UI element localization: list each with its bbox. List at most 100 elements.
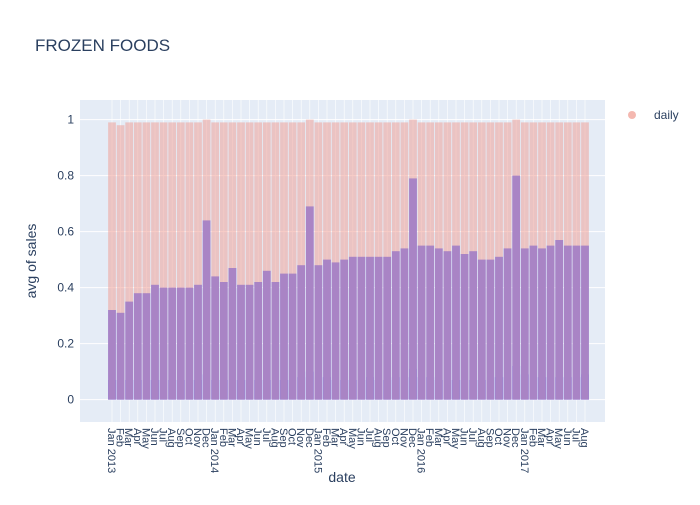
x-tick-label: Jul	[157, 428, 169, 442]
bar	[503, 122, 512, 400]
y-tick-label: 0.6	[57, 225, 74, 239]
bar	[288, 122, 297, 400]
x-tick-label: Sep	[380, 428, 392, 448]
x-tick-label: Aug	[475, 428, 487, 448]
bar	[391, 122, 400, 400]
x-tick-label: Jul	[363, 428, 375, 442]
bar	[529, 122, 538, 400]
bar	[168, 122, 177, 400]
bar	[125, 122, 134, 400]
chart-title: FROZEN FOODS	[35, 36, 170, 55]
bar	[366, 122, 374, 400]
bar	[469, 122, 478, 400]
bar	[314, 122, 323, 400]
bar	[460, 122, 469, 400]
bar	[297, 122, 306, 400]
y-tick-label: 1	[67, 113, 74, 127]
x-tick-label: Oct	[389, 428, 401, 445]
y-axis-label: avg of sales	[23, 224, 39, 299]
marks	[108, 119, 589, 400]
x-tick-label: Jul	[569, 428, 581, 442]
x-tick-label: Aug	[578, 428, 590, 448]
x-tick-label: Jan 2015	[311, 428, 323, 473]
bar	[331, 122, 340, 400]
bar	[357, 122, 366, 400]
bar	[142, 122, 151, 400]
bar	[323, 122, 331, 400]
bar	[546, 122, 555, 400]
bar	[194, 122, 202, 400]
bar	[400, 122, 409, 400]
x-tick-label: Nov	[294, 428, 306, 448]
bar	[443, 122, 452, 400]
x-tick-label: Nov	[397, 428, 409, 448]
x-tick-label: Apr	[440, 428, 452, 445]
bar	[237, 122, 245, 400]
x-tick-label: Jan 2014	[208, 428, 220, 473]
bar	[305, 119, 314, 400]
x-tick-label: Oct	[492, 428, 504, 445]
x-tick-label: Nov	[501, 428, 513, 448]
x-tick-label: May	[243, 428, 255, 449]
x-tick-label: Jul	[466, 428, 478, 442]
bar	[495, 122, 503, 400]
y-tick-label: 0	[67, 393, 74, 407]
bar	[219, 122, 228, 400]
bar	[555, 122, 564, 400]
x-tick-label: Jun	[148, 428, 160, 446]
x-tick-label: Mar	[122, 428, 134, 447]
bar	[452, 122, 460, 400]
bar	[245, 122, 254, 400]
bar	[477, 122, 486, 400]
legend-marker	[628, 111, 636, 119]
x-tick-label: Nov	[191, 428, 203, 448]
x-tick-label: Apr	[131, 428, 143, 445]
x-tick-label: Oct	[286, 428, 298, 445]
bar	[538, 122, 546, 400]
x-tick-label: Aug	[372, 428, 384, 448]
bar	[159, 122, 168, 400]
x-tick-label: Sep	[174, 428, 186, 448]
x-tick-label: Feb	[320, 428, 332, 447]
x-tick-label: Jan 2016	[415, 428, 427, 473]
x-tick-label: Feb	[217, 428, 229, 447]
bar	[434, 122, 443, 400]
bar	[348, 122, 357, 400]
x-tick-label: Dec	[303, 428, 315, 448]
bar	[572, 122, 581, 400]
x-tick-label: May	[346, 428, 358, 449]
x-tick-label: Mar	[535, 428, 547, 447]
x-tick-label: Feb	[114, 428, 126, 447]
bar	[417, 122, 426, 400]
bar	[563, 122, 572, 400]
bar	[176, 122, 185, 400]
x-tick-label: Jan 2017	[518, 428, 530, 473]
y-tick-label: 0.2	[57, 337, 74, 351]
x-tick-label: May	[552, 428, 564, 449]
x-tick-label: Jun	[561, 428, 573, 446]
bar	[151, 122, 159, 400]
bar	[271, 122, 280, 400]
bar	[426, 122, 435, 400]
bar	[108, 122, 116, 400]
bar	[581, 122, 589, 400]
x-tick-label: Jun	[458, 428, 470, 446]
x-tick-label: Oct	[182, 428, 194, 445]
x-tick-label: Jun	[354, 428, 366, 446]
x-tick-label: Jan 2013	[105, 428, 117, 473]
bar	[383, 122, 392, 400]
x-tick-label: Aug	[268, 428, 280, 448]
y-tick-label: 0.4	[57, 281, 74, 295]
x-tick-label: May	[449, 428, 461, 449]
legend: daily	[628, 108, 679, 122]
bar	[409, 119, 417, 400]
x-tick-label: May	[139, 428, 151, 449]
x-tick-label: Mar	[432, 428, 444, 447]
x-tick-label: Apr	[337, 428, 349, 445]
x-tick-label: Mar	[329, 428, 341, 447]
y-tick-label: 0.8	[57, 169, 74, 183]
x-tick-label: Feb	[526, 428, 538, 447]
bar	[262, 122, 271, 400]
x-tick-label: Jun	[251, 428, 263, 446]
